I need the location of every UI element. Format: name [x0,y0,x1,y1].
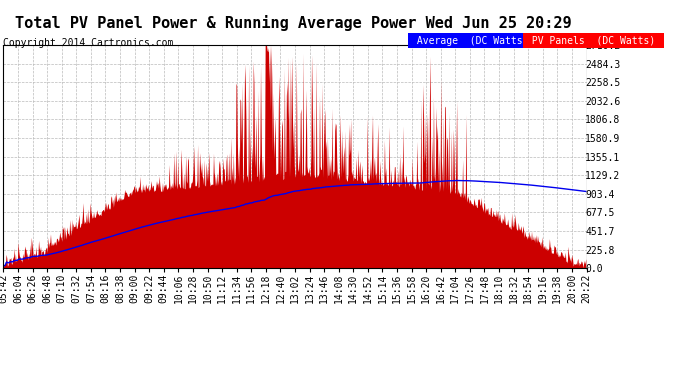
Text: Average  (DC Watts): Average (DC Watts) [411,36,534,46]
Text: Copyright 2014 Cartronics.com: Copyright 2014 Cartronics.com [3,38,174,48]
Text: Total PV Panel Power & Running Average Power Wed Jun 25 20:29: Total PV Panel Power & Running Average P… [15,15,571,31]
Text: PV Panels  (DC Watts): PV Panels (DC Watts) [526,36,661,46]
